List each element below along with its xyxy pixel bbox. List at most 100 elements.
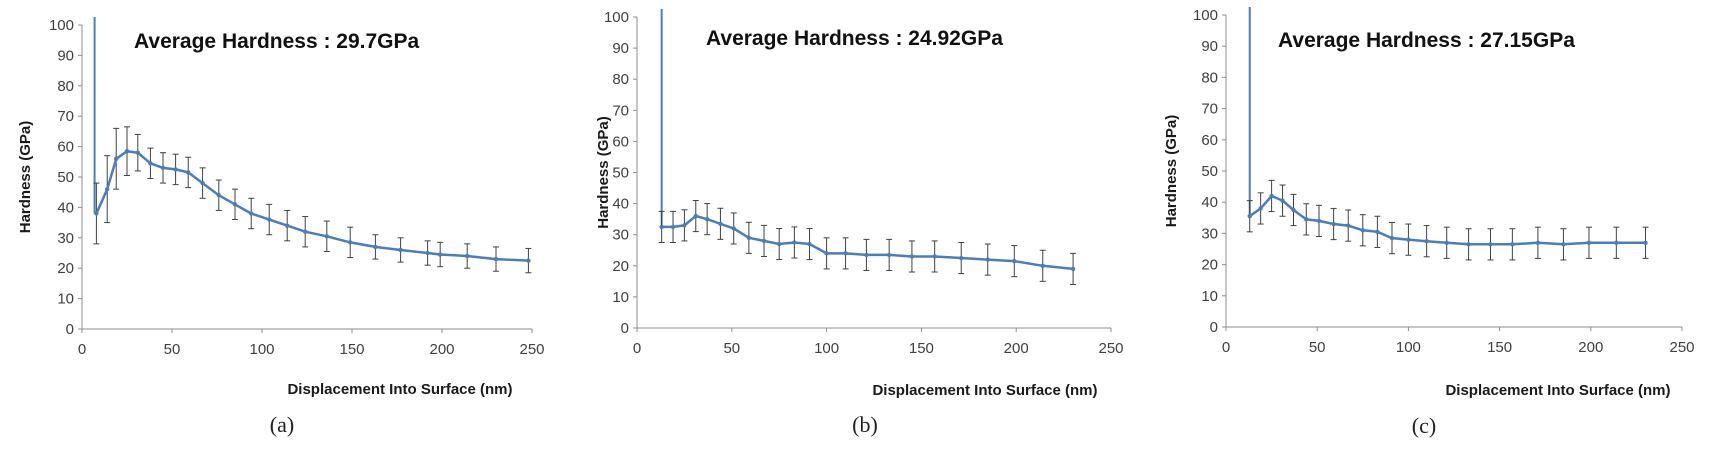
data-point: [886, 252, 892, 258]
data-point: [909, 254, 915, 259]
data-point: [135, 150, 140, 155]
chart-panel-a: 0 10 20 30 40 50 60 70 80 90 100 0 50 100 150 200 250 Har…: [0, 0, 571, 461]
data-point: [1258, 206, 1263, 211]
y-axis-title: Hardness (GPa): [1163, 115, 1180, 228]
data-point: [746, 235, 752, 241]
data-point: [267, 217, 272, 222]
x-tick-label: 200: [1004, 340, 1029, 357]
data-point: [985, 257, 990, 262]
y-tick-label: 40: [57, 199, 74, 216]
data-point: [1070, 266, 1076, 272]
data-point: [670, 224, 676, 230]
data-point: [807, 241, 812, 247]
data-point: [232, 202, 238, 207]
data-point: [1012, 258, 1017, 264]
data-point: [285, 223, 290, 228]
x-axis-title: Displacement Into Surface (nm): [872, 382, 1097, 399]
x-tick-label: 50: [1309, 339, 1326, 356]
data-point: [959, 255, 964, 261]
y-tick-label: 50: [57, 169, 74, 186]
x-tick-label: 250: [1098, 340, 1123, 357]
hardness-chart-a: 0 10 20 30 40 50 60 70 80 90 100 0 50 100 150 200 250 Har…: [17, 17, 545, 437]
data-point: [1535, 240, 1541, 245]
y-tick-label: 0: [1210, 319, 1218, 336]
y-tick-label: 60: [612, 133, 629, 150]
data-point: [824, 251, 829, 256]
y-tick-label: 30: [1201, 225, 1218, 242]
data-point: [932, 254, 937, 259]
data-point: [1466, 242, 1471, 247]
x-tick-label: 250: [519, 341, 544, 358]
data-point: [864, 252, 869, 258]
y-tick-label: 90: [57, 47, 74, 64]
data-point: [1304, 217, 1309, 222]
y-tick-label: 90: [612, 40, 629, 57]
x-tick-label: 50: [723, 340, 740, 357]
data-point: [731, 226, 736, 231]
x-axis-title: Displacement Into Surface (nm): [287, 381, 512, 398]
data-point: [1316, 218, 1322, 224]
y-tick-label: 40: [1201, 194, 1218, 211]
y-tick-label: 20: [1201, 257, 1218, 274]
y-tick-label: 50: [1201, 163, 1218, 180]
x-tick-label: 250: [1669, 339, 1694, 356]
data-point: [1586, 240, 1592, 245]
y-tick-label: 100: [604, 9, 629, 26]
data-point: [1247, 214, 1252, 219]
x-tick-label: 200: [1578, 339, 1603, 356]
x-tick-label: 50: [164, 341, 181, 358]
y-tick-label: 80: [612, 71, 629, 88]
x-tick-label: 100: [814, 340, 839, 357]
data-point: [373, 244, 378, 250]
data-point: [1389, 235, 1395, 241]
x-axis-title: Displacement Into Surface (nm): [1445, 382, 1670, 399]
data-point: [324, 234, 329, 239]
y-tick-label: 30: [57, 230, 74, 247]
x-tick-label: 0: [633, 340, 641, 357]
y-tick-label: 70: [612, 102, 629, 119]
average-hardness-annotation: Average Hardness : 24.92GPa: [706, 27, 1003, 50]
y-tick-label: 60: [57, 139, 74, 156]
data-point: [348, 240, 353, 245]
y-tick-label: 0: [621, 320, 629, 337]
data-point: [398, 247, 403, 253]
data-point: [761, 238, 767, 244]
data-point: [718, 221, 723, 227]
data-point: [94, 211, 99, 216]
data-point: [659, 224, 664, 230]
data-point: [526, 258, 531, 263]
data-point: [249, 211, 254, 216]
y-axis-title: Hardness (GPa): [17, 121, 34, 234]
average-hardness-annotation: Average Hardness : 27.15GPa: [1278, 29, 1575, 52]
y-tick-label: 0: [66, 321, 74, 338]
y-tick-label: 10: [57, 291, 74, 308]
data-point: [1375, 229, 1380, 235]
data-point: [303, 229, 308, 234]
data-point: [124, 148, 130, 154]
data-point: [200, 180, 205, 186]
hardness-chart-c: 0 10 20 30 40 50 60 70 80 90 100 0 50 100 150 200 250 Har…: [1163, 7, 1695, 438]
y-tick-label: 20: [57, 260, 74, 277]
data-point: [1346, 223, 1351, 228]
data-point: [148, 161, 153, 166]
data-point: [1510, 242, 1515, 247]
x-tick-label: 200: [429, 341, 454, 358]
data-point: [114, 156, 119, 161]
y-tick-label: 20: [612, 258, 629, 275]
hardness-series-line: [661, 214, 1074, 271]
data-point: [682, 223, 687, 228]
panel-caption: (a): [270, 412, 294, 437]
x-tick-label: 0: [1222, 339, 1230, 356]
y-tick-label: 80: [57, 78, 74, 95]
data-point: [792, 240, 797, 245]
data-point: [186, 170, 191, 175]
data-point: [1614, 240, 1619, 245]
y-tick-label: 50: [612, 165, 629, 182]
x-tick-label: 100: [249, 341, 274, 358]
data-point: [438, 252, 443, 257]
data-point: [465, 253, 470, 259]
y-axis-title: Hardness (GPa): [595, 116, 612, 229]
average-hardness-annotation: Average Hardness : 29.7GPa: [134, 30, 420, 53]
data-point: [1424, 239, 1429, 244]
y-tick-label: 100: [49, 17, 74, 34]
